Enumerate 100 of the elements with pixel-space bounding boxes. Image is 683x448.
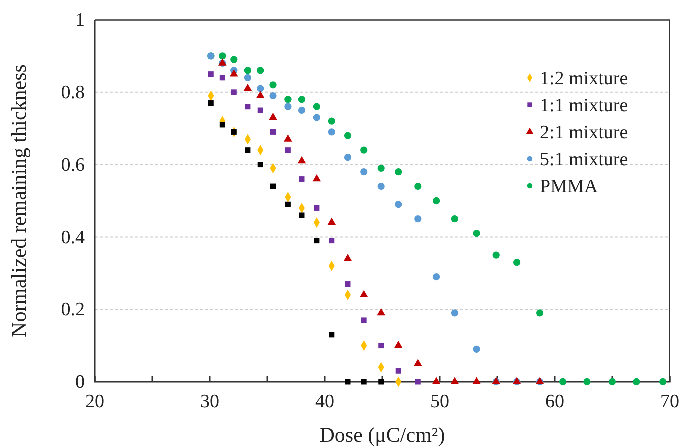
x-tick-label: 60 xyxy=(546,391,564,412)
point xyxy=(394,340,403,348)
point xyxy=(360,290,368,298)
point xyxy=(298,156,306,164)
point xyxy=(256,91,265,98)
point xyxy=(360,146,368,154)
point xyxy=(536,310,544,317)
point xyxy=(360,168,368,176)
point xyxy=(313,114,321,122)
point xyxy=(284,103,292,110)
point xyxy=(328,218,336,226)
point xyxy=(378,379,384,385)
point xyxy=(298,96,306,104)
legend-label: 1:1 mixture xyxy=(540,96,628,117)
point xyxy=(432,377,441,384)
y-tick-label: 0.4 xyxy=(61,227,86,248)
x-tick-label: 40 xyxy=(316,391,334,412)
point xyxy=(378,343,384,349)
point xyxy=(329,332,335,338)
point xyxy=(473,346,480,353)
point xyxy=(244,67,252,74)
point xyxy=(415,379,421,385)
legend-label: PMMA xyxy=(540,176,598,198)
point xyxy=(344,132,352,140)
point xyxy=(230,56,238,64)
point xyxy=(361,318,367,324)
legend-label: 5:1 mixture xyxy=(540,150,628,171)
point xyxy=(451,216,459,223)
point xyxy=(219,52,226,60)
point xyxy=(432,197,440,205)
point xyxy=(633,378,640,386)
x-tick-label: 20 xyxy=(86,391,104,412)
point xyxy=(285,148,291,154)
point xyxy=(328,118,336,125)
point xyxy=(432,273,440,281)
point xyxy=(314,206,320,211)
point xyxy=(220,75,226,81)
point xyxy=(396,368,402,374)
point xyxy=(314,238,320,244)
point xyxy=(344,154,352,162)
x-tick-label: 30 xyxy=(200,391,220,412)
point xyxy=(258,162,264,168)
point xyxy=(378,164,385,172)
y-tick-label: 1 xyxy=(76,10,85,32)
point xyxy=(451,310,459,317)
point xyxy=(270,82,277,89)
x-tick-label: 50 xyxy=(430,391,450,412)
point xyxy=(299,212,305,218)
point xyxy=(244,84,252,92)
point xyxy=(270,184,276,190)
point xyxy=(414,216,422,223)
y-tick-label: 0.8 xyxy=(61,82,85,104)
point xyxy=(450,377,460,384)
point xyxy=(231,90,237,96)
point xyxy=(245,148,251,154)
point xyxy=(208,100,214,106)
point xyxy=(377,308,386,316)
point xyxy=(257,85,264,92)
point xyxy=(285,202,291,208)
point xyxy=(313,103,321,110)
point xyxy=(299,176,305,182)
point xyxy=(513,258,521,266)
point xyxy=(584,378,591,386)
point xyxy=(472,377,481,384)
point xyxy=(298,106,306,114)
point xyxy=(344,254,352,262)
point xyxy=(208,72,214,78)
point xyxy=(395,168,402,176)
point xyxy=(345,282,351,287)
point xyxy=(258,108,264,114)
point xyxy=(414,182,422,190)
point xyxy=(329,238,335,244)
point xyxy=(395,201,402,208)
point xyxy=(245,104,251,110)
y-axis-title: Normalized remaining thickness xyxy=(7,64,31,338)
legend-label: 1:2 mixture xyxy=(540,68,628,90)
y-tick-label: 0.2 xyxy=(61,300,85,321)
legend-label: 2:1 mixture xyxy=(540,122,628,144)
x-axis-title: Dose (μC/cm²) xyxy=(320,423,446,447)
point xyxy=(378,182,385,190)
point xyxy=(284,134,292,142)
x-tick-label: 70 xyxy=(660,391,680,412)
point xyxy=(492,252,500,259)
point xyxy=(328,128,336,136)
y-tick-label: 0.6 xyxy=(61,154,85,176)
point xyxy=(270,92,277,100)
point xyxy=(559,378,567,386)
point xyxy=(220,122,226,128)
point xyxy=(414,359,422,366)
point xyxy=(312,174,322,182)
point xyxy=(270,129,276,135)
point xyxy=(284,96,292,104)
point xyxy=(361,379,367,385)
point xyxy=(660,378,667,386)
y-tick-label: 0 xyxy=(76,372,85,394)
point xyxy=(473,230,480,238)
point xyxy=(269,112,278,120)
point xyxy=(608,378,616,386)
point xyxy=(244,74,252,82)
point xyxy=(257,67,264,74)
